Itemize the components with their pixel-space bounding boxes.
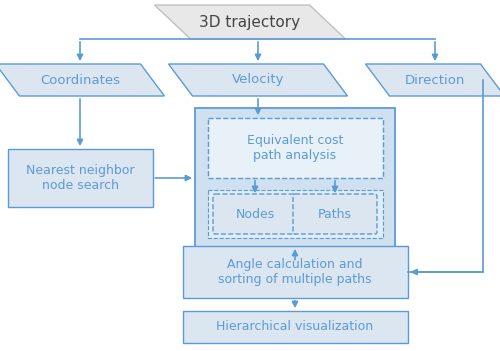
Bar bbox=[182, 311, 408, 343]
Text: Angle calculation and
sorting of multiple paths: Angle calculation and sorting of multipl… bbox=[218, 258, 372, 286]
Bar bbox=[182, 246, 408, 298]
Polygon shape bbox=[154, 5, 346, 39]
Polygon shape bbox=[366, 64, 500, 96]
FancyBboxPatch shape bbox=[293, 194, 377, 234]
Polygon shape bbox=[168, 64, 348, 96]
Text: 3D trajectory: 3D trajectory bbox=[200, 14, 300, 29]
Bar bbox=[195, 107, 395, 263]
Text: Velocity: Velocity bbox=[232, 73, 284, 86]
FancyBboxPatch shape bbox=[213, 194, 297, 234]
Text: Nodes: Nodes bbox=[236, 207, 275, 220]
Text: Hierarchical visualization: Hierarchical visualization bbox=[216, 320, 374, 333]
Text: Coordinates: Coordinates bbox=[40, 73, 120, 86]
Polygon shape bbox=[0, 64, 164, 96]
Text: Nearest neighbor
node search: Nearest neighbor node search bbox=[26, 164, 134, 192]
Bar bbox=[208, 118, 382, 178]
Text: Equivalent cost
path analysis: Equivalent cost path analysis bbox=[247, 134, 343, 162]
Bar bbox=[208, 190, 382, 238]
Text: Direction: Direction bbox=[405, 73, 465, 86]
Text: Paths: Paths bbox=[318, 207, 352, 220]
Bar bbox=[8, 149, 152, 207]
